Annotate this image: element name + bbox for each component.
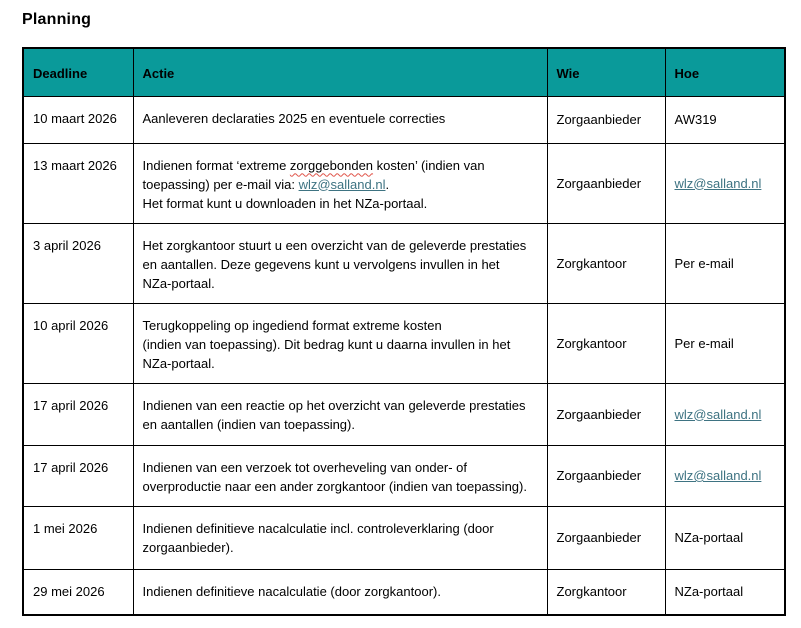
- actie-line: Indienen van een verzoek tot overhevelin…: [143, 458, 539, 477]
- column-header-actie: Actie: [132, 47, 548, 97]
- hoe-value: NZa-portaal: [674, 530, 744, 545]
- deadline-cell: 13 maart 2026: [22, 142, 134, 224]
- text-segment: zorgaanbieder).: [142, 539, 234, 555]
- text-segment: NZa-portaal.: [142, 355, 215, 371]
- hoe-value: Per e-mail: [674, 255, 734, 271]
- table-row: 1 mei 2026 Indienen definitieve nacalcula…: [22, 505, 786, 570]
- actie-line: NZa-portaal.: [143, 354, 539, 373]
- table-body: 10 maart 2026 Aanleveren declaraties 2025…: [22, 95, 786, 616]
- hoe-cell: NZa-portaal: [664, 568, 786, 616]
- text-segment: Het format kunt u downloaden in het NZa-…: [142, 195, 428, 211]
- deadline-cell: 17 april 2026: [22, 382, 134, 446]
- misspelled-word: zorggebonden: [289, 157, 374, 173]
- actie-cell: Indienen definitieve nacalculatie (door …: [132, 568, 548, 616]
- actie-cell: Terugkoppeling op ingediend format extre…: [132, 302, 548, 384]
- hoe-cell: Per e-mail: [664, 222, 786, 304]
- table-row: 3 april 2026 Het zorgkantoor stuurt u een…: [22, 222, 786, 304]
- table-row: 29 mei 2026 Indienen definitieve nacalcul…: [22, 568, 786, 616]
- deadline-cell: 10 april 2026: [22, 302, 134, 384]
- actie-cell: Indienen definitieve nacalculatie incl. …: [132, 505, 548, 570]
- hoe-cell: wlz@salland.nl: [664, 382, 786, 446]
- text-segment: toepassing) per e-mail via:: [142, 176, 299, 192]
- text-segment: .: [385, 176, 390, 192]
- hoe-value: Per e-mail: [674, 335, 734, 351]
- actie-line: (indien van toepassing). Dit bedrag kunt…: [143, 335, 539, 354]
- text-segment: Indienen van een verzoek tot overhevelin…: [142, 459, 468, 475]
- actie-line: Indienen format ‘extreme zorggebonden ko…: [143, 156, 539, 175]
- table-row: 10 maart 2026 Aanleveren declaraties 2025…: [22, 95, 786, 144]
- actie-cell: Indienen van een reactie op het overzich…: [132, 382, 548, 446]
- hoe-cell: wlz@salland.nl: [664, 444, 786, 507]
- column-header-wie: Wie: [546, 47, 666, 97]
- email-link[interactable]: wlz@salland.nl: [674, 468, 762, 483]
- actie-cell: Indienen van een verzoek tot overhevelin…: [132, 444, 548, 507]
- actie-cell: Het zorgkantoor stuurt u een overzicht v…: [132, 222, 548, 304]
- wie-cell: Zorgaanbieder: [546, 142, 666, 224]
- hoe-value: NZa-portaal: [674, 584, 744, 600]
- hoe-cell: wlz@salland.nl: [664, 142, 786, 224]
- table-row: 17 april 2026 Indienen van een reactie op…: [22, 382, 786, 446]
- email-link[interactable]: wlz@salland.nl: [298, 176, 386, 192]
- text-segment: (indien van toepassing). Dit bedrag kunt…: [142, 336, 511, 352]
- wie-cell: Zorgaanbieder: [546, 444, 666, 507]
- text-segment: kosten’ (indien van: [373, 157, 485, 173]
- actie-line: zorgaanbieder).: [143, 538, 539, 557]
- text-segment: Indienen format ‘extreme: [142, 157, 290, 173]
- text-segment: Terugkoppeling op ingediend format extre…: [142, 317, 442, 333]
- email-link[interactable]: wlz@salland.nl: [674, 406, 762, 422]
- deadline-cell: 3 april 2026: [22, 222, 134, 304]
- text-segment: Het zorgkantoor stuurt u een overzicht v…: [142, 237, 527, 253]
- actie-line: Terugkoppeling op ingediend format extre…: [143, 316, 539, 335]
- table-row: 17 april 2026 Indienen van een verzoek to…: [22, 444, 786, 507]
- actie-cell: Indienen format ‘extreme zorggebonden ko…: [132, 142, 548, 224]
- wie-cell: Zorgaanbieder: [546, 95, 666, 144]
- deadline-cell: 29 mei 2026: [22, 568, 134, 616]
- text-segment: Indienen definitieve nacalculatie incl. …: [142, 520, 494, 536]
- actie-line: en aantallen. Deze gegevens kunt u vervo…: [143, 255, 539, 274]
- hoe-value: AW319: [674, 112, 717, 127]
- hoe-cell: Per e-mail: [664, 302, 786, 384]
- deadline-cell: 10 maart 2026: [22, 95, 134, 144]
- wie-cell: Zorgkantoor: [546, 302, 666, 384]
- deadline-cell: 17 april 2026: [22, 444, 134, 507]
- text-segment: NZa-portaal.: [142, 275, 215, 291]
- actie-line: overproductie naar een ander zorgkantoor…: [143, 477, 539, 496]
- table-header: Deadline Actie Wie Hoe: [22, 47, 786, 97]
- column-header-deadline: Deadline: [22, 47, 134, 97]
- wie-cell: Zorgkantoor: [546, 568, 666, 616]
- actie-line: Het zorgkantoor stuurt u een overzicht v…: [143, 236, 539, 255]
- planning-table: Deadline Actie Wie Hoe 10 maart 2026 Aanleve…: [22, 47, 786, 616]
- text-segment: Indienen definitieve nacalculatie (door …: [142, 583, 441, 599]
- actie-line: Indienen van een reactie op het overzich…: [143, 396, 539, 415]
- actie-line: NZa-portaal.: [143, 274, 539, 293]
- deadline-cell: 1 mei 2026: [22, 505, 134, 570]
- text-segment: Indienen van een reactie op het overzich…: [142, 397, 526, 413]
- page-title: Planning: [22, 11, 92, 28]
- wie-cell: Zorgkantoor: [546, 222, 666, 304]
- hoe-cell: AW319: [664, 95, 786, 144]
- actie-line: Indienen definitieve nacalculatie (door …: [143, 582, 539, 601]
- email-link[interactable]: wlz@salland.nl: [674, 175, 762, 191]
- actie-line: Het format kunt u downloaden in het NZa-…: [143, 194, 539, 213]
- text-segment: en aantallen. Deze gegevens kunt u vervo…: [142, 256, 500, 272]
- actie-line: Indienen definitieve nacalculatie incl. …: [143, 519, 539, 538]
- text-segment: Aanleveren declaraties 2025 en eventuele…: [142, 110, 446, 126]
- text-segment: en aantallen (indien van toepassing).: [142, 416, 355, 432]
- column-header-hoe: Hoe: [664, 47, 786, 97]
- table-header-row: Deadline Actie Wie Hoe: [22, 47, 786, 97]
- actie-line: toepassing) per e-mail via: wlz@salland.…: [143, 175, 539, 194]
- table-row: 13 maart 2026 Indienen format ‘extreme zo…: [22, 142, 786, 224]
- actie-line: Aanleveren declaraties 2025 en eventuele…: [143, 109, 539, 128]
- actie-cell: Aanleveren declaraties 2025 en eventuele…: [132, 95, 548, 144]
- actie-line: en aantallen (indien van toepassing).: [143, 415, 539, 434]
- wie-cell: Zorgaanbieder: [546, 505, 666, 570]
- hoe-cell: NZa-portaal: [664, 505, 786, 570]
- wie-cell: Zorgaanbieder: [546, 382, 666, 446]
- text-segment: overproductie naar een ander zorgkantoor…: [142, 478, 527, 494]
- table-row: 10 april 2026 Terugkoppeling op ingediend…: [22, 302, 786, 384]
